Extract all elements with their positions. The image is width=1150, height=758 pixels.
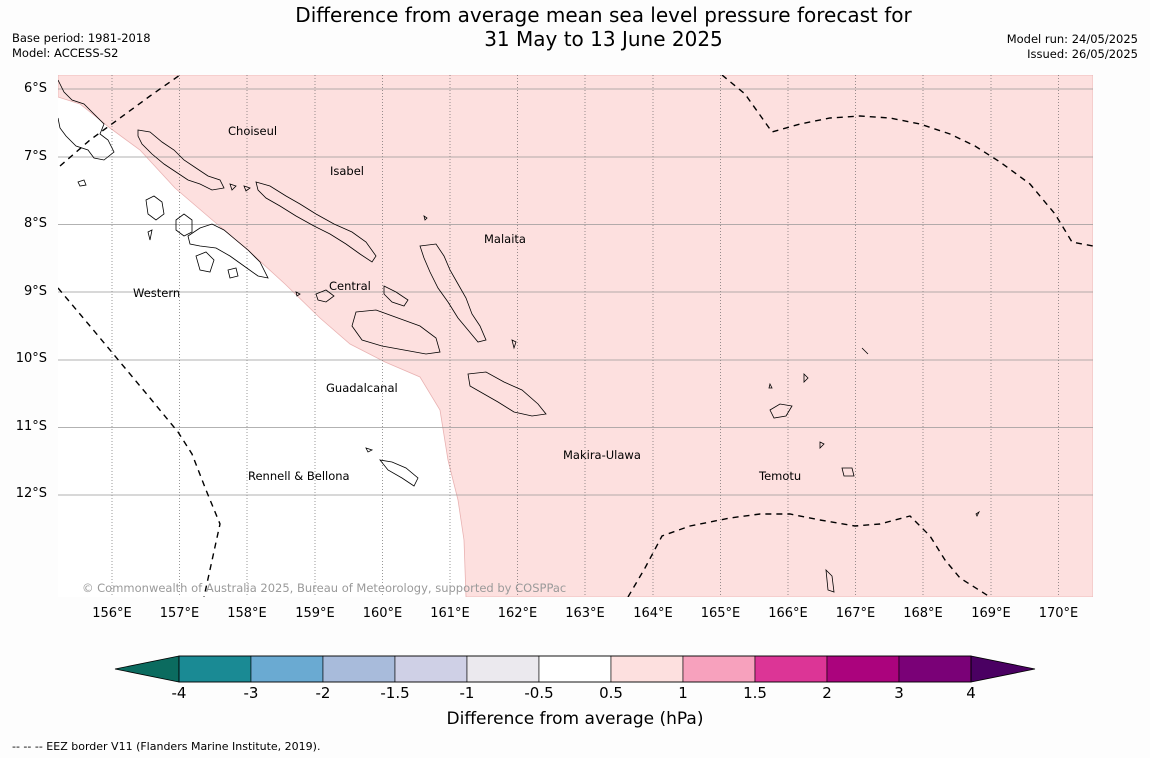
label-malaita: Malaita (484, 232, 526, 246)
colorbar-tick: 3 (894, 684, 904, 702)
colorbar-over-extension (970, 655, 1036, 683)
lat-label-12s: 12°S (15, 486, 47, 501)
label-isabel: Isabel (330, 164, 364, 178)
colorbar-cell (538, 655, 612, 683)
lon-label-158e: 158°E (227, 606, 267, 621)
colorbar-cell (394, 655, 468, 683)
lon-label-164e: 164°E (633, 606, 673, 621)
model-run-date: Model run: 24/05/2025 (1006, 32, 1138, 46)
colorbar-cell (178, 655, 252, 683)
model-name: Model: ACCESS-S2 (12, 46, 119, 60)
lon-label-167e: 167°E (835, 606, 876, 621)
lon-label-169e: 169°E (971, 606, 1011, 621)
eez-footnote: -- -- -- EEZ border V11 (Flanders Marine… (12, 740, 321, 753)
lat-label-6s: 6°S (23, 81, 47, 96)
colorbar-tick: 1 (678, 684, 688, 702)
lon-label-157e: 157°E (159, 606, 200, 621)
colorbar-cells (178, 655, 972, 683)
lon-label-160e: 160°E (362, 606, 403, 621)
colorbar-under-extension (114, 655, 180, 683)
colorbar-cell (322, 655, 396, 683)
colorbar-cell (466, 655, 540, 683)
label-western: Western (133, 286, 180, 300)
lat-label-10s: 10°S (15, 351, 47, 366)
lat-label-9s: 9°S (23, 284, 47, 299)
colorbar-tick: -0.5 (524, 684, 554, 702)
coastlines (58, 79, 981, 593)
lon-label-166e: 166°E (768, 606, 808, 621)
graticule (111, 75, 1059, 597)
lon-label-168e: 168°E (903, 606, 943, 621)
colorbar-tick: 0.5 (599, 684, 623, 702)
colorbar-tick: -1.5 (380, 684, 410, 702)
lon-label-170e: 170°E (1038, 606, 1079, 621)
title-line-2: 31 May to 13 June 2025 (484, 27, 723, 51)
latitude-lines (58, 88, 1093, 496)
colorbar-tick: 1.5 (743, 684, 767, 702)
issued-date: Issued: 26/05/2025 (1027, 47, 1138, 61)
lon-label-162e: 162°E (497, 606, 538, 621)
lat-label-8s: 8°S (23, 216, 47, 231)
colorbar-cell (250, 655, 324, 683)
lon-label-163e: 163°E (565, 606, 605, 621)
label-makira-ulawa: Makira-Ulawa (563, 448, 641, 462)
lat-label-7s: 7°S (23, 149, 47, 164)
lon-label-156e: 156°E (92, 606, 132, 621)
colorbar-cell (682, 655, 756, 683)
label-central: Central (329, 279, 371, 293)
eez-borders (58, 75, 1093, 597)
label-guadalcanal: Guadalcanal (326, 381, 398, 395)
colorbar-tick: -1 (459, 684, 475, 702)
colorbar (114, 655, 1036, 683)
lon-label-165e: 165°E (700, 606, 741, 621)
lon-label-159e: 159°E (295, 606, 335, 621)
label-rennell-bellona: Rennell & Bellona (248, 469, 350, 483)
colorbar-cell (610, 655, 684, 683)
copyright-notice: © Commonwealth of Australia 2025, Bureau… (82, 581, 566, 595)
colorbar-outline (178, 655, 972, 683)
base-period: Base period: 1981-2018 (12, 31, 151, 45)
colorbar-cell (826, 655, 900, 683)
label-choiseul: Choiseul (228, 124, 277, 138)
colorbar-title: Difference from average (hPa) (446, 709, 704, 729)
colorbar-tick: -2 (315, 684, 331, 702)
colorbar-cell (898, 655, 972, 683)
colorbar-cell (754, 655, 828, 683)
lon-label-161e: 161°E (430, 606, 470, 621)
title-line-1: Difference from average mean sea level p… (295, 3, 912, 27)
pressure-anomaly-area (58, 75, 1093, 597)
colorbar-tick: 2 (822, 684, 832, 702)
label-temotu: Temotu (758, 469, 801, 483)
colorbar-tick: -4 (171, 684, 187, 702)
lat-label-11s: 11°S (15, 419, 47, 434)
colorbar-tick: -3 (243, 684, 259, 702)
colorbar-tick: 4 (966, 684, 976, 702)
